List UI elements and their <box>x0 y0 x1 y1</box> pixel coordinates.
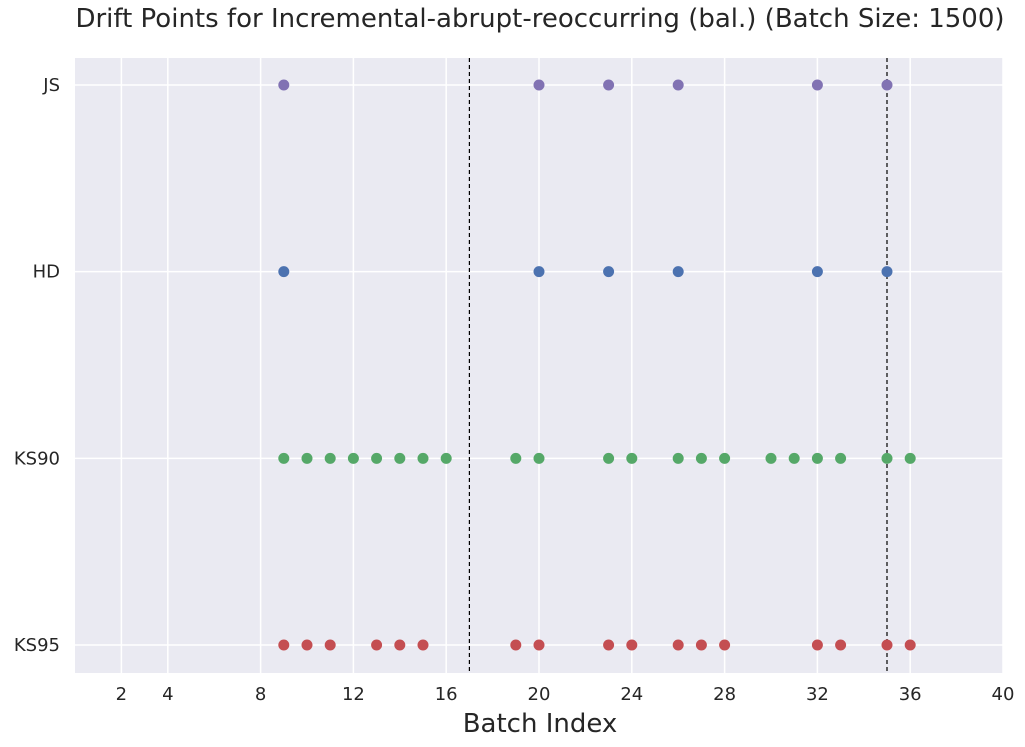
point-hd <box>278 266 290 278</box>
point-ks90 <box>765 452 777 464</box>
y-tick-label: JS <box>42 75 60 96</box>
point-ks90 <box>440 452 452 464</box>
point-ks95 <box>881 639 893 651</box>
x-tick-label: 12 <box>342 684 365 705</box>
point-ks90 <box>278 452 290 464</box>
y-tick-label: KS95 <box>14 635 60 656</box>
x-tick-label: 16 <box>435 684 458 705</box>
point-ks95 <box>278 639 290 651</box>
x-tick-label: 20 <box>528 684 551 705</box>
point-ks95 <box>672 639 684 651</box>
point-js <box>603 79 615 91</box>
point-ks90 <box>347 452 359 464</box>
point-hd <box>603 266 615 278</box>
point-hd <box>881 266 893 278</box>
point-ks90 <box>603 452 615 464</box>
point-ks95 <box>904 639 916 651</box>
x-tick-label: 8 <box>255 684 266 705</box>
point-ks90 <box>371 452 383 464</box>
point-hd <box>533 266 545 278</box>
point-ks95 <box>371 639 383 651</box>
x-tick-label: 28 <box>713 684 736 705</box>
x-tick-label: 4 <box>162 684 173 705</box>
point-hd <box>811 266 823 278</box>
drift-reference-lines <box>468 58 888 673</box>
point-ks95 <box>510 639 522 651</box>
point-ks90 <box>672 452 684 464</box>
point-js <box>811 79 823 91</box>
point-ks90 <box>301 452 313 464</box>
point-ks90 <box>904 452 916 464</box>
point-hd <box>672 266 684 278</box>
point-ks95 <box>719 639 731 651</box>
y-axis-ticks: KS95 KS90 HD JS <box>14 75 60 656</box>
point-ks95 <box>811 639 823 651</box>
y-tick-label: HD <box>33 262 60 283</box>
point-ks95 <box>626 639 638 651</box>
x-axis-ticks: 2 4 8 12 16 20 24 28 32 36 40 <box>116 684 1015 705</box>
point-ks90 <box>788 452 800 464</box>
x-tick-label: 40 <box>992 684 1015 705</box>
point-ks95 <box>324 639 336 651</box>
chart-title: Drift Points for Incremental-abrupt-reoc… <box>75 4 1005 34</box>
point-ks95 <box>417 639 429 651</box>
point-ks90 <box>835 452 847 464</box>
y-tick-label: KS90 <box>14 448 60 469</box>
point-ks95 <box>695 639 707 651</box>
point-js <box>533 79 545 91</box>
point-ks90 <box>417 452 429 464</box>
point-js <box>278 79 290 91</box>
x-tick-label: 2 <box>116 684 127 705</box>
point-ks90 <box>811 452 823 464</box>
x-axis-label: Batch Index <box>463 709 618 739</box>
point-ks90 <box>394 452 406 464</box>
x-tick-label: 24 <box>620 684 643 705</box>
point-ks90 <box>719 452 731 464</box>
point-ks90 <box>881 452 893 464</box>
x-tick-label: 32 <box>806 684 829 705</box>
point-ks95 <box>835 639 847 651</box>
point-ks95 <box>394 639 406 651</box>
point-js <box>672 79 684 91</box>
point-ks90 <box>695 452 707 464</box>
point-ks90 <box>533 452 545 464</box>
point-ks90 <box>510 452 522 464</box>
point-ks95 <box>533 639 545 651</box>
point-ks90 <box>626 452 638 464</box>
point-ks95 <box>301 639 313 651</box>
point-ks95 <box>603 639 615 651</box>
x-tick-label: 36 <box>899 684 922 705</box>
point-ks90 <box>324 452 336 464</box>
point-js <box>881 79 893 91</box>
data-points <box>278 79 916 651</box>
